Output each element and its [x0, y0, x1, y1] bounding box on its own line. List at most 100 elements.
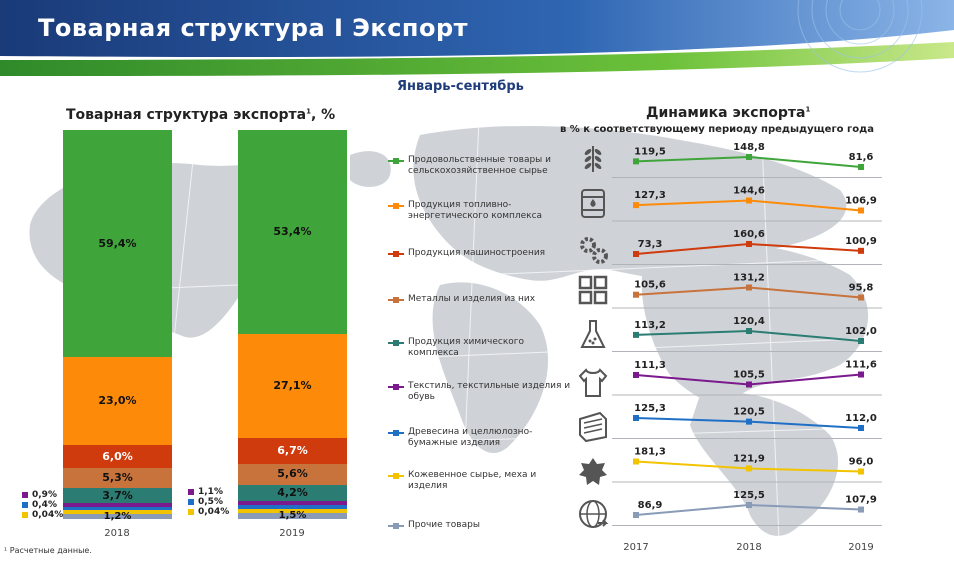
legend-label: Металлы и изделия из них	[408, 294, 536, 304]
line-point-metals-2017	[633, 291, 639, 298]
data-label-other-2018: 125,5	[733, 490, 765, 501]
small-legend-row-wood-2018: 0,4%	[22, 500, 63, 510]
bar-segment-machinery-2019	[238, 438, 347, 464]
structure-chart-title-suffix: , %	[310, 107, 336, 123]
data-label-wood-2018: 120,5	[733, 407, 765, 418]
data-label-machinery-2017: 73,3	[638, 239, 663, 250]
data-label-food-2019: 81,6	[849, 152, 874, 163]
data-label-other-2017: 86,9	[638, 500, 663, 511]
small-legend-row-leather-2019: 0,04%	[188, 507, 229, 517]
line-point-food-2017	[633, 158, 639, 165]
legend-marker	[388, 297, 404, 303]
line-point-wood-2018	[746, 418, 752, 425]
legend-swatch	[188, 508, 194, 515]
dynamics-line-chart: 2017 2018 2019 119,5 148,8 81,6 127,3 144,6 106,…	[612, 142, 882, 553]
bar-segment-textile-2018	[63, 502, 172, 507]
data-label-fuel-2017: 127,3	[634, 190, 666, 201]
bar-label-machinery-2018: 6,0%	[102, 449, 133, 463]
legend-label: Продукция химического комплекса	[408, 337, 525, 358]
bar-label-other-2018: 1,2%	[103, 511, 132, 523]
legend-marker	[388, 384, 404, 390]
legend-marker	[388, 430, 404, 436]
bar-segment-wood-2019	[238, 505, 347, 510]
stacked-bar-2018: 59,4% 23,0% 6,0% 5,3% 3,7% 1,2%	[63, 130, 172, 523]
line-point-machinery-2018	[746, 241, 752, 247]
gears-icon	[576, 232, 610, 266]
small-legend-row-textile-2018: 0,9%	[22, 490, 63, 500]
data-label-wood-2019: 112,0	[845, 413, 877, 424]
data-label-machinery-2018: 160,6	[733, 229, 765, 240]
line-point-wood-2019	[858, 425, 864, 431]
legend-label: Текстиль, текстильные изделия и обувь	[408, 381, 571, 402]
data-label-leather-2018: 121,9	[733, 453, 765, 464]
legend-label: Продовольственные товары и сельскохозяйс…	[408, 155, 551, 176]
data-label-chemical-2017: 113,2	[634, 320, 666, 331]
line-point-other-2018	[746, 502, 752, 508]
wood-icon	[576, 409, 610, 443]
legend-label: Прочие товары	[408, 520, 480, 530]
header-banner	[0, 0, 954, 82]
small-legend-value: 0,04%	[198, 507, 230, 517]
line-point-machinery-2017	[633, 251, 639, 257]
small-values-legend-2019: 1,1% 0,5% 0,04%	[188, 487, 229, 517]
line-point-fuel-2019	[858, 207, 864, 214]
data-label-fuel-2018: 144,6	[733, 186, 765, 197]
data-label-metals-2018: 131,2	[733, 273, 765, 284]
line-point-machinery-2019	[858, 247, 864, 254]
line-point-leather-2018	[746, 465, 752, 472]
bar-label-metals-2018: 5,3%	[102, 471, 133, 485]
bar-label-fuel-2019: 27,1%	[273, 379, 312, 393]
data-label-machinery-2019: 100,9	[845, 236, 877, 247]
line-point-food-2018	[746, 154, 752, 160]
data-label-metals-2017: 105,6	[634, 280, 666, 291]
dynamics-chart-title: Динамика экспорта1	[646, 105, 810, 121]
data-label-wood-2017: 125,3	[634, 403, 666, 414]
legend-label: Продукция топливно-энергетического компл…	[408, 200, 543, 221]
bar-segment-chemical-2018	[63, 488, 172, 503]
bar-label-metals-2019: 5,6%	[277, 467, 308, 481]
line-point-fuel-2017	[633, 202, 639, 209]
line-point-chemical-2019	[858, 338, 864, 344]
data-label-textile-2018: 105,5	[733, 370, 765, 381]
legend-marker	[388, 203, 404, 209]
data-label-leather-2019: 96,0	[849, 457, 874, 468]
bar-label-other-2019: 1,5%	[278, 510, 307, 522]
small-legend-value: 0,5%	[198, 497, 223, 507]
structure-chart-title-text: Товарная структура экспорта	[66, 107, 307, 123]
legend-swatch	[22, 491, 28, 498]
data-label-other-2019: 107,9	[845, 495, 877, 506]
line-point-textile-2017	[633, 371, 639, 378]
legend-label: Кожевенное сырье, меха и изделия	[408, 470, 537, 491]
line-point-metals-2019	[858, 294, 864, 301]
bar-segment-food-2018	[63, 130, 172, 358]
legend-swatch	[188, 488, 194, 495]
bar-segment-machinery-2018	[63, 445, 172, 469]
bar-segment-metals-2018	[63, 468, 172, 489]
data-label-food-2017: 119,5	[634, 146, 666, 157]
legend-marker	[388, 158, 404, 164]
flask-icon	[576, 317, 610, 351]
bar-label-food-2018: 59,4%	[98, 236, 137, 250]
data-label-fuel-2019: 106,9	[845, 196, 877, 207]
small-legend-row-textile-2019: 1,1%	[188, 487, 229, 497]
legend-marker	[388, 340, 404, 346]
bar-segment-fuel-2018	[63, 357, 172, 446]
bar-label-chemical-2019: 4,2%	[277, 486, 308, 500]
bar-segment-metals-2019	[238, 463, 347, 486]
line-point-wood-2017	[633, 415, 639, 421]
data-label-leather-2017: 181,3	[634, 447, 666, 458]
bar-segment-other-2019	[238, 513, 347, 519]
line-point-other-2019	[858, 506, 864, 513]
bar-label-fuel-2018: 23,0%	[98, 394, 137, 408]
line-point-leather-2017	[633, 458, 639, 465]
line-point-other-2017	[633, 512, 639, 518]
legend-marker	[388, 251, 404, 257]
small-legend-value: 0,9%	[32, 490, 57, 500]
legend-marker	[388, 523, 404, 529]
legend-label: Древесина и целлюлозно-бумажные изделия	[408, 427, 533, 448]
data-label-textile-2019: 111,6	[845, 360, 877, 371]
data-label-chemical-2018: 120,4	[733, 316, 765, 327]
page-title: Товарная структура I Экспорт	[38, 14, 469, 42]
dynamics-chart-title-text: Динамика экспорта	[646, 105, 806, 121]
line-point-textile-2018	[746, 381, 752, 388]
